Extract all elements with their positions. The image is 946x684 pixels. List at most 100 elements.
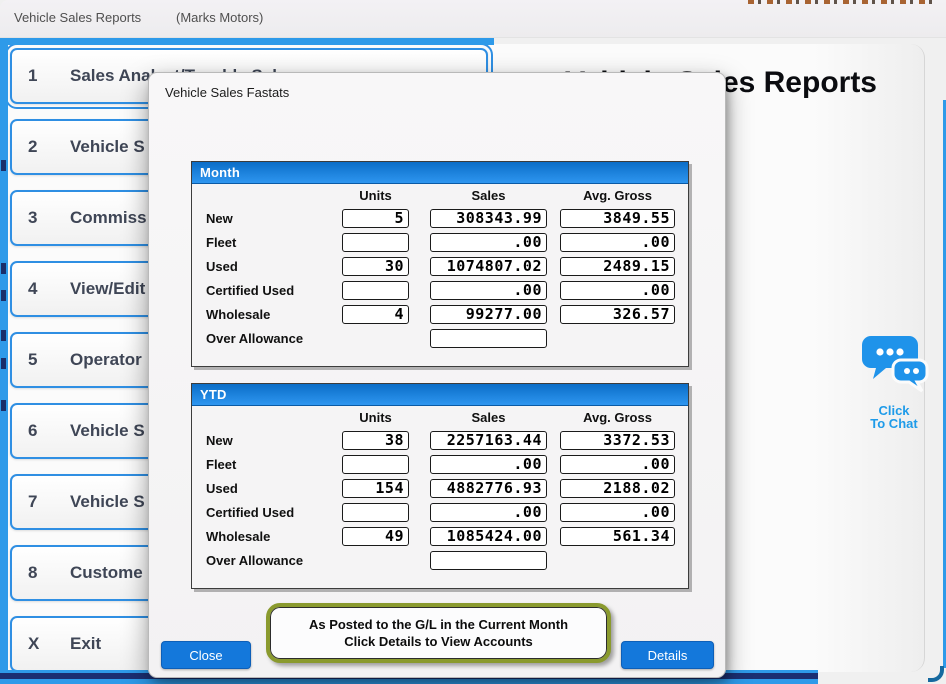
- sales-field[interactable]: 308343.99: [430, 209, 547, 228]
- window-frame-right: [943, 100, 946, 668]
- details-button[interactable]: Details: [621, 641, 714, 669]
- menu-item-label: Custome: [70, 563, 143, 582]
- menu-item-key: 4: [28, 279, 38, 298]
- edge-mark: [1, 330, 6, 341]
- fastats-dialog: Vehicle Sales Fastats Month Units Sales …: [148, 72, 726, 678]
- menu-item-key: X: [28, 634, 40, 653]
- sales-field[interactable]: [430, 551, 547, 570]
- sales-field[interactable]: 99277.00: [430, 305, 547, 324]
- month-group-header: Month: [192, 162, 688, 184]
- table-row: Certified Used .00 .00: [192, 502, 688, 526]
- menu-item-key: 7: [28, 492, 38, 511]
- avg-gross-field[interactable]: 2489.15: [560, 257, 675, 276]
- units-field[interactable]: [342, 233, 409, 252]
- row-label: Over Allowance: [206, 553, 304, 568]
- avg-gross-field[interactable]: .00: [560, 455, 675, 474]
- menu-item-label: Vehicle S: [70, 492, 145, 511]
- column-header-avg-gross: Avg. Gross: [583, 188, 652, 203]
- row-label: Used: [206, 259, 238, 274]
- column-header-sales: Sales: [471, 410, 506, 425]
- avg-gross-field[interactable]: 2188.02: [560, 479, 675, 498]
- menu-item-key: 2: [28, 137, 38, 156]
- units-field[interactable]: 5: [342, 209, 409, 228]
- menu-item-label: Vehicle S: [70, 137, 145, 156]
- avg-gross-field[interactable]: .00: [560, 281, 675, 300]
- edge-mark: [1, 290, 6, 301]
- sales-field[interactable]: 2257163.44: [430, 431, 547, 450]
- column-header-avg-gross: Avg. Gross: [583, 410, 652, 425]
- menu-item-key: 5: [28, 350, 38, 369]
- sales-field[interactable]: 1085424.00: [430, 527, 547, 546]
- sales-field[interactable]: 4882776.93: [430, 479, 547, 498]
- gl-note: As Posted to the G/L in the Current Mont…: [266, 603, 611, 663]
- units-field[interactable]: [342, 503, 409, 522]
- row-label: Fleet: [206, 235, 237, 250]
- row-label: New: [206, 433, 233, 448]
- table-row: Used 30 1074807.02 2489.15: [192, 256, 688, 280]
- menu-item-label: Operator: [70, 350, 142, 369]
- units-field[interactable]: 49: [342, 527, 409, 546]
- table-row: Over Allowance: [192, 550, 688, 574]
- sales-field[interactable]: .00: [430, 503, 547, 522]
- row-label: Certified Used: [206, 505, 295, 520]
- window-company: (Marks Motors): [176, 10, 264, 25]
- month-group: Month Units Sales Avg. Gross New 5 308343.…: [191, 161, 689, 367]
- row-label: Wholesale: [206, 307, 271, 322]
- edge-mark: [1, 160, 6, 171]
- menu-item-label: Exit: [70, 634, 102, 653]
- table-row: New 38 2257163.44 3372.53: [192, 430, 688, 454]
- row-label: New: [206, 211, 233, 226]
- chat-label-line2: To Chat: [870, 416, 918, 431]
- menu-item-label: Commiss: [70, 208, 147, 227]
- edge-mark: [1, 263, 6, 274]
- sales-field[interactable]: .00: [430, 233, 547, 252]
- column-header-sales: Sales: [471, 188, 506, 203]
- avg-gross-field[interactable]: 3849.55: [560, 209, 675, 228]
- dialog-title: Vehicle Sales Fastats: [165, 85, 290, 100]
- row-label: Used: [206, 481, 238, 496]
- sales-field[interactable]: .00: [430, 455, 547, 474]
- table-row: Used 154 4882776.93 2188.02: [192, 478, 688, 502]
- menu-item-label: View/Edit: [70, 279, 146, 298]
- sales-field[interactable]: [430, 329, 547, 348]
- close-button[interactable]: Close: [161, 641, 251, 669]
- ytd-group: YTD Units Sales Avg. Gross New 38 2257163.…: [191, 383, 689, 589]
- edge-mark: [1, 358, 6, 369]
- edge-mark: [1, 400, 6, 411]
- window-title: Vehicle Sales Reports: [14, 10, 142, 25]
- row-label: Certified Used: [206, 283, 295, 298]
- avg-gross-field[interactable]: 561.34: [560, 527, 675, 546]
- menu-item-key: 1: [28, 66, 38, 85]
- table-row: Over Allowance: [192, 328, 688, 352]
- menu-item-key: 3: [28, 208, 38, 227]
- units-field[interactable]: 154: [342, 479, 409, 498]
- row-label: Fleet: [206, 457, 237, 472]
- click-to-chat-button[interactable]: Click To Chat: [852, 334, 936, 431]
- ytd-group-title: YTD: [200, 387, 227, 402]
- units-field[interactable]: 38: [342, 431, 409, 450]
- units-field[interactable]: 30: [342, 257, 409, 276]
- sales-field[interactable]: .00: [430, 281, 547, 300]
- table-row: Certified Used .00 .00: [192, 280, 688, 304]
- column-header-units: Units: [359, 188, 392, 203]
- month-group-title: Month: [200, 165, 240, 180]
- table-row: Fleet .00 .00: [192, 232, 688, 256]
- avg-gross-field[interactable]: .00: [560, 503, 675, 522]
- window-frame-corner: [928, 666, 944, 682]
- column-header-units: Units: [359, 410, 392, 425]
- chat-bubbles-icon: [862, 336, 929, 393]
- table-row: Wholesale 49 1085424.00 561.34: [192, 526, 688, 550]
- clipped-top-text: [748, 0, 936, 4]
- sales-field[interactable]: 1074807.02: [430, 257, 547, 276]
- avg-gross-field[interactable]: 326.57: [560, 305, 675, 324]
- menu-item-key: 6: [28, 421, 38, 440]
- units-field[interactable]: 4: [342, 305, 409, 324]
- avg-gross-field[interactable]: .00: [560, 233, 675, 252]
- table-row: Fleet .00 .00: [192, 454, 688, 478]
- units-field[interactable]: [342, 281, 409, 300]
- titlebar: Vehicle Sales Reports (Marks Motors): [0, 0, 946, 38]
- table-row: Wholesale 4 99277.00 326.57: [192, 304, 688, 328]
- units-field[interactable]: [342, 455, 409, 474]
- avg-gross-field[interactable]: 3372.53: [560, 431, 675, 450]
- row-label: Wholesale: [206, 529, 271, 544]
